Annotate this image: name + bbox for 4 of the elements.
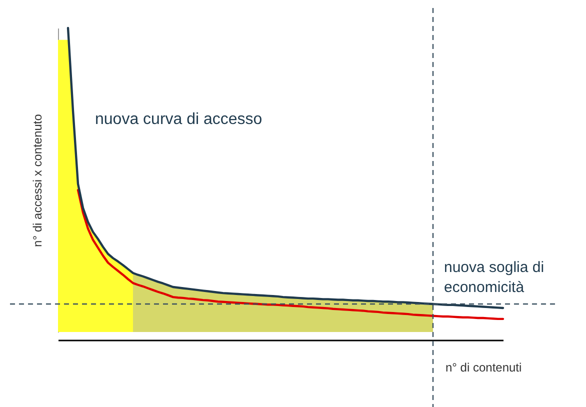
x-axis-title: n° di contenuti: [446, 360, 522, 374]
y-axis-title: n° di accessi x contenuto: [30, 114, 44, 247]
ref-line-label: nuova soglia di economicità: [444, 259, 544, 296]
series-label: nuova curva di accesso: [95, 111, 262, 128]
